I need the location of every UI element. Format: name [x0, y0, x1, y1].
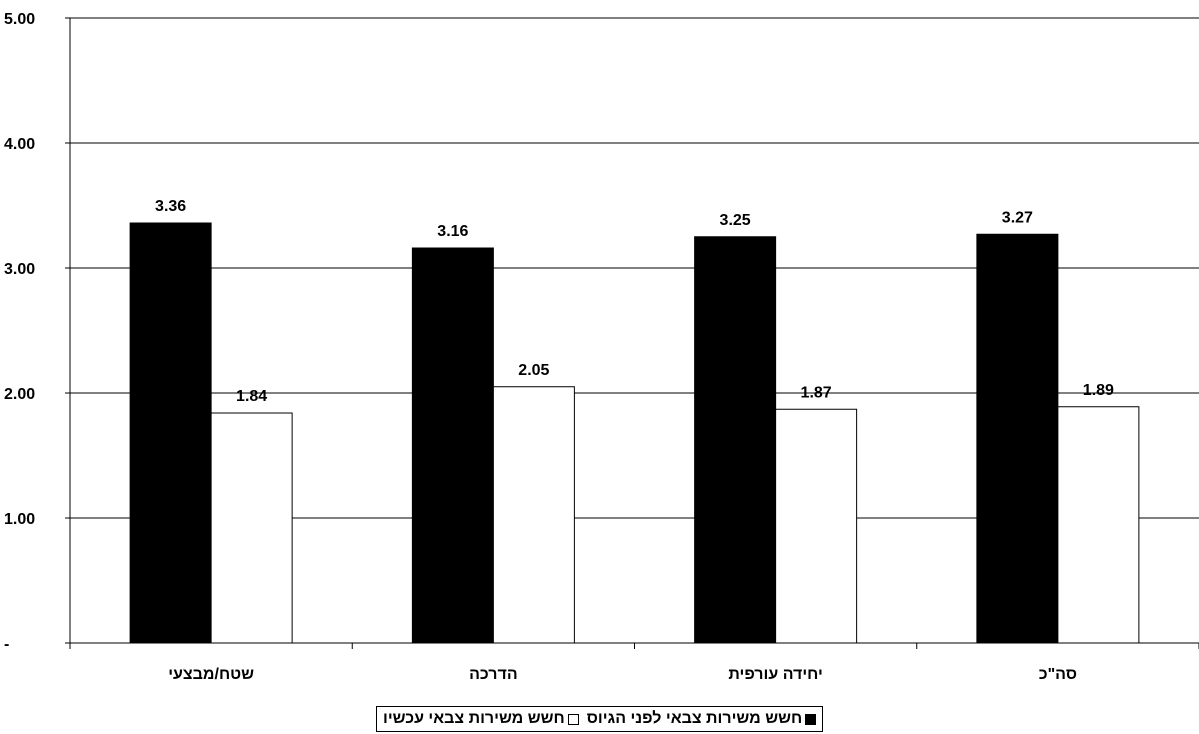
- y-tick-label: 1.00: [4, 511, 35, 528]
- bar: [775, 408, 858, 644]
- data-label: 1.84: [236, 388, 267, 405]
- data-label: 1.89: [1083, 382, 1114, 399]
- bar: [492, 386, 575, 644]
- y-tick-label: 2.00: [4, 386, 35, 403]
- legend-label-now: חשש משירות צבאי עכשיו: [383, 710, 565, 727]
- y-tick-label: 3.00: [4, 261, 35, 278]
- legend-item-before: חשש משירות צבאי לפני הגיוס: [586, 710, 817, 728]
- legend-swatch-now: [567, 713, 579, 725]
- bar: [210, 412, 293, 644]
- legend-swatch-before: [805, 713, 817, 725]
- data-label: 3.25: [720, 212, 751, 229]
- bar: [694, 236, 777, 644]
- y-tick-label: 4.00: [4, 136, 35, 153]
- y-tick-label: -: [4, 636, 9, 653]
- x-category-label: יחידה עורפית: [728, 666, 823, 683]
- legend-item-now: חשש משירות צבאי עכשיו: [383, 710, 579, 728]
- y-tick-label: 5.00: [4, 11, 35, 28]
- bar: [1057, 406, 1140, 644]
- bar: [976, 233, 1059, 644]
- bars: [129, 222, 1140, 644]
- legend: חשש משירות צבאי לפני הגיוס חשש משירות צב…: [376, 706, 824, 732]
- bar: [129, 222, 212, 644]
- data-label: 1.87: [801, 384, 832, 401]
- data-label: 2.05: [518, 362, 549, 379]
- bar: [411, 247, 494, 644]
- x-category-label: סה"כ: [1039, 666, 1077, 683]
- labels: - 1.00 2.00 3.00 4.00 5.00 3.36 1.84 שטח/מבצעי 3.…: [4, 11, 1114, 683]
- data-label: 3.36: [155, 198, 186, 215]
- x-category-label: הדרכה: [469, 666, 518, 683]
- data-label: 3.16: [437, 223, 468, 240]
- legend-label-before: חשש משירות צבאי לפני הגיוס: [586, 710, 803, 727]
- data-label: 3.27: [1002, 209, 1033, 226]
- x-category-label: שטח/מבצעי: [168, 666, 254, 683]
- axes: [65, 17, 1199, 649]
